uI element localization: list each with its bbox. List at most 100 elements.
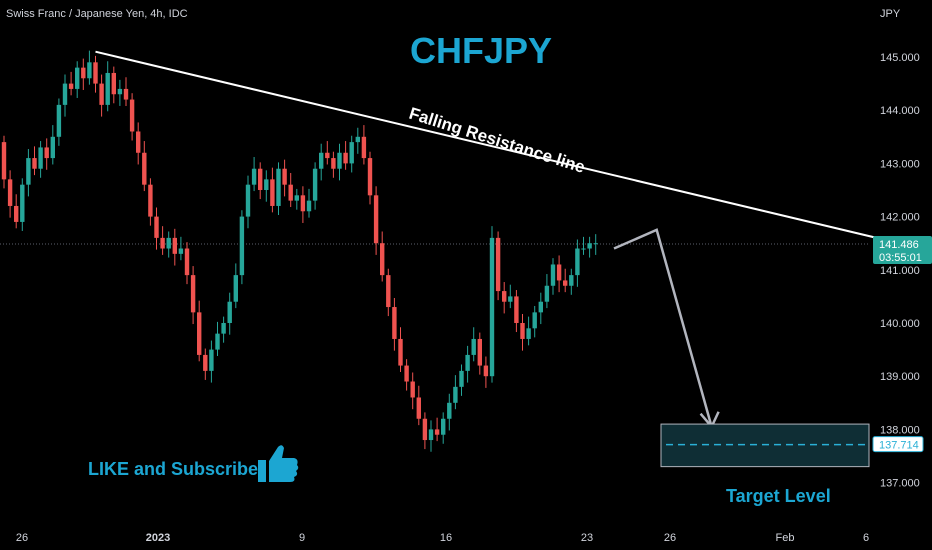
candle-body bbox=[575, 248, 580, 276]
candle-body bbox=[331, 158, 336, 169]
candle-body bbox=[502, 291, 507, 302]
target-price-value: 137.714 bbox=[879, 440, 919, 452]
candle-body bbox=[50, 136, 55, 159]
candle-body bbox=[563, 280, 568, 286]
candle-body bbox=[68, 83, 74, 89]
falling-resistance-line[interactable] bbox=[95, 50, 932, 270]
candle-body bbox=[367, 158, 373, 196]
last-price-tag: 141.486 03:55:01 bbox=[873, 236, 932, 264]
candle-body bbox=[434, 429, 440, 435]
projection-arrow-path[interactable] bbox=[613, 228, 713, 428]
candle-body bbox=[105, 72, 110, 105]
candle-body bbox=[7, 179, 13, 206]
candle-body bbox=[111, 72, 116, 95]
candle-body bbox=[459, 370, 464, 387]
candle-body bbox=[489, 237, 495, 377]
candle-body bbox=[483, 365, 489, 377]
candles-layer bbox=[1, 50, 598, 452]
candle-body bbox=[148, 184, 153, 217]
candle-body bbox=[471, 338, 476, 355]
candle-body bbox=[56, 104, 62, 137]
candle-body bbox=[495, 237, 501, 292]
candle-body bbox=[386, 275, 391, 308]
chart-title: CHFJPY bbox=[410, 30, 552, 71]
candle-body bbox=[264, 179, 269, 190]
symbol-description: Swiss Franc / Japanese Yen, 4h, IDC bbox=[6, 8, 188, 20]
price-tick-label: 141.000 bbox=[880, 265, 920, 277]
time-tick-label: 23 bbox=[581, 532, 593, 544]
candle-body bbox=[203, 354, 208, 371]
candle-body bbox=[306, 200, 312, 212]
candle-body bbox=[514, 296, 519, 323]
candle-body bbox=[300, 195, 306, 212]
candle-body bbox=[319, 152, 324, 169]
candle-body bbox=[526, 328, 531, 339]
price-tick-label: 138.000 bbox=[880, 424, 920, 436]
candle-body bbox=[465, 354, 470, 371]
candle-body bbox=[288, 184, 293, 201]
candle-body bbox=[587, 243, 592, 249]
price-tick-label: 137.000 bbox=[880, 478, 920, 490]
candle-body bbox=[270, 179, 275, 206]
time-axis[interactable]: 26 2023 9 16 23 26 Feb 6 bbox=[16, 532, 869, 544]
time-tick-label: Feb bbox=[776, 532, 795, 544]
candle-body bbox=[1, 142, 7, 180]
candle-body bbox=[410, 381, 415, 398]
candle-body bbox=[361, 136, 367, 159]
candle-body bbox=[62, 83, 68, 105]
candle-body bbox=[447, 402, 452, 419]
candle-body bbox=[441, 418, 446, 435]
candle-body bbox=[428, 429, 434, 441]
candle-body bbox=[282, 168, 287, 185]
candle-body bbox=[520, 323, 525, 339]
price-tick-label: 140.000 bbox=[880, 318, 920, 330]
target-price-tag: 137.714 bbox=[872, 436, 924, 453]
candle-body bbox=[355, 136, 360, 143]
candle-body bbox=[221, 323, 226, 334]
candle-body bbox=[184, 248, 190, 276]
candle-body bbox=[190, 275, 196, 313]
candle-body bbox=[233, 275, 238, 302]
candle-body bbox=[129, 99, 135, 132]
candle-body bbox=[294, 195, 299, 201]
candle-body bbox=[142, 152, 147, 185]
candle-body bbox=[538, 301, 543, 313]
candle-body bbox=[404, 365, 409, 382]
price-tick-label: 145.000 bbox=[880, 52, 920, 64]
candle-body bbox=[532, 312, 537, 329]
candle-body bbox=[227, 301, 232, 323]
candle-body bbox=[160, 237, 165, 249]
candle-body bbox=[245, 184, 251, 217]
candle-body bbox=[239, 216, 245, 276]
candle-body bbox=[178, 248, 184, 254]
candle-body bbox=[416, 397, 421, 419]
time-tick-label: 9 bbox=[299, 532, 305, 544]
price-axis[interactable]: 145.000 144.000 143.000 142.000 141.000 140.0… bbox=[880, 52, 920, 490]
time-tick-label: 2023 bbox=[146, 532, 170, 544]
candle-body bbox=[380, 243, 385, 276]
candle-body bbox=[93, 62, 98, 84]
candle-body bbox=[123, 88, 129, 100]
candle-body bbox=[593, 243, 598, 245]
last-price-value: 141.486 bbox=[879, 239, 919, 251]
time-tick-label: 26 bbox=[664, 532, 676, 544]
time-tick-label: 26 bbox=[16, 532, 28, 544]
candle-body bbox=[343, 152, 348, 164]
candle-body bbox=[544, 285, 550, 302]
candle-body bbox=[550, 264, 556, 286]
candle-body bbox=[136, 131, 141, 153]
candle-body bbox=[172, 237, 177, 254]
candle-body bbox=[325, 152, 330, 159]
candle-body bbox=[209, 349, 214, 371]
candle-body bbox=[258, 168, 263, 190]
candle-body bbox=[197, 312, 202, 355]
like-subscribe-text: LIKE and Subscribe bbox=[88, 459, 258, 479]
candle-body bbox=[392, 307, 397, 339]
price-tick-label: 142.000 bbox=[880, 212, 920, 224]
resistance-label: Falling Resistance line bbox=[407, 104, 588, 177]
candle-body bbox=[32, 158, 37, 169]
candle-body bbox=[337, 152, 342, 169]
candle-body bbox=[154, 216, 159, 238]
candle-body bbox=[556, 264, 562, 281]
